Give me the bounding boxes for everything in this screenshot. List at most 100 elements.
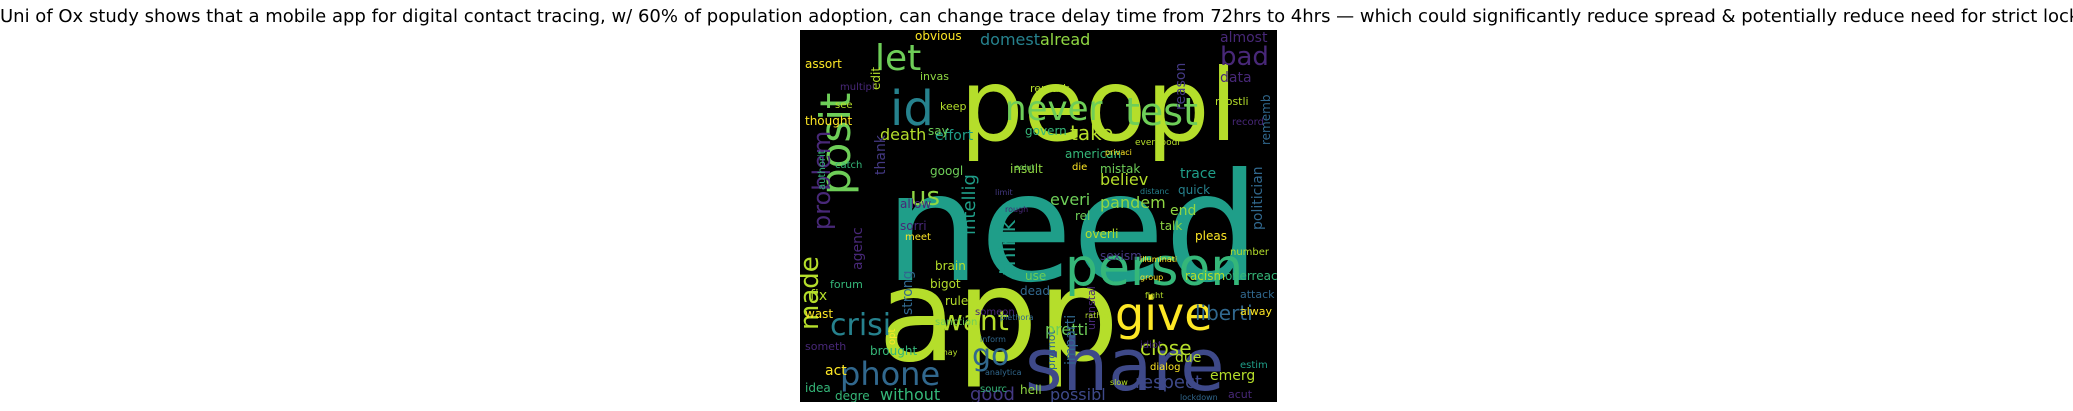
wordcloud-word: fight [1145, 291, 1163, 300]
figure-title: Uni of Ox study shows that a mobile app … [0, 6, 2073, 27]
wordcloud-word: sorri [900, 219, 927, 233]
wordcloud-word: insult [1010, 162, 1043, 176]
wordcloud-word: group [1140, 273, 1163, 282]
wordcloud-word: alread [1040, 30, 1090, 49]
wordcloud-word: lockdown [1180, 393, 1218, 402]
wordcloud-word: thank [873, 134, 889, 175]
wordcloud-word: politician [1250, 166, 1266, 230]
wordcloud-word: la [935, 333, 943, 343]
wordcloud-word: hell [1020, 383, 1042, 397]
wordcloud-word: uninstal [1085, 286, 1098, 330]
wordcloud-word: brain [935, 259, 966, 273]
wordcloud-panel: need app peopl share person posit id let never te… [800, 30, 1277, 402]
wordcloud-word: almost [1220, 30, 1268, 46]
wordcloud-word: american [1065, 147, 1121, 161]
wordcloud-word: possibl [1050, 385, 1106, 402]
wordcloud-word: crisi [830, 308, 891, 343]
wordcloud-word: everi [1050, 190, 1090, 209]
wordcloud-word: mostli [1215, 95, 1249, 108]
wordcloud-word: good [970, 384, 1015, 402]
wordcloud-word: mistak [1100, 162, 1140, 176]
wordcloud-word: keep [940, 100, 967, 113]
wordcloud-word: may [940, 348, 958, 357]
wordcloud-word: close [1140, 336, 1192, 360]
wordcloud-word: catch [835, 160, 862, 171]
wordcloud-word: authorit [817, 150, 828, 190]
wordcloud-word: go [972, 338, 1009, 373]
wordcloud-word: bad [1220, 42, 1269, 72]
wordcloud-word: idiot [1140, 340, 1162, 351]
wordcloud-word: dead [1020, 284, 1050, 298]
wordcloud-word: allow [900, 197, 931, 211]
wordcloud-word: analytica [985, 368, 1022, 377]
wordcloud-word: talk [1160, 219, 1182, 233]
wordcloud-word: id [890, 81, 934, 137]
wordcloud-word: need [885, 142, 1260, 316]
wordcloud-word: want [940, 304, 1009, 337]
wordcloud-word: emerg [1210, 368, 1255, 384]
wordcloud-word: pretti [1045, 320, 1088, 339]
wordcloud-word: posit [811, 93, 860, 195]
wordcloud-word: give [1115, 287, 1213, 341]
wordcloud-word: rule [945, 294, 968, 308]
wordcloud-word: slow [1110, 378, 1128, 387]
wordcloud-word: limit [995, 188, 1013, 197]
wordcloud-word: estim [1240, 360, 1268, 371]
wordcloud-word: racism [1185, 269, 1225, 283]
wordcloud-word: illuminati [1140, 255, 1177, 264]
wordcloud-word: phone [840, 355, 940, 393]
wordcloud-word: domest [980, 30, 1040, 49]
wordcloud-word: share [1025, 323, 1225, 402]
wordcloud-word: trace [1180, 166, 1216, 182]
wordcloud-word: obvious [915, 30, 962, 43]
wordcloud-word: app [878, 242, 1119, 391]
wordcloud-word: degre [835, 389, 870, 402]
wordcloud-word: peopl [960, 47, 1237, 164]
wordcloud-word: think [996, 219, 1021, 275]
wordcloud-word: brought [870, 344, 917, 358]
wordcloud-word: govern [1025, 124, 1067, 138]
wordcloud-word: die [1072, 162, 1087, 173]
wordcloud-word: number [1230, 247, 1270, 258]
wordcloud-word: us [910, 182, 940, 212]
wordcloud-word: test [1125, 90, 1198, 134]
wordcloud-word: never [1005, 89, 1103, 129]
wordcloud-word: let [875, 38, 921, 79]
wordcloud-word: invas [920, 70, 949, 83]
wordcloud-word: data [1220, 70, 1252, 86]
wordcloud-word: take [1070, 121, 1113, 145]
wordcloud-word: meet [905, 232, 931, 243]
wordcloud-word: death [880, 125, 926, 144]
wordcloud-word: reason [1173, 63, 1189, 110]
wordcloud-word: rel [1075, 209, 1090, 223]
wordcloud-word: distanc [1140, 187, 1169, 196]
wordcloud-word: due [1175, 350, 1201, 366]
wordcloud-word: dialog [1150, 362, 1181, 373]
wordcloud-word: sourc [980, 384, 1007, 395]
wordcloud-word: pandem [1100, 193, 1166, 212]
wordcloud-word: opt [887, 329, 898, 345]
wordcloud-word: rememb [1259, 95, 1273, 145]
wordcloud-word: promot [1045, 330, 1058, 370]
wordcloud-word: everybodi [1135, 138, 1180, 148]
wordcloud-word: say [928, 124, 949, 138]
wordcloud-word: bigot [930, 277, 961, 291]
wordcloud-word: alway [1240, 305, 1273, 318]
wordcloud-word: edit [869, 67, 883, 90]
wordcloud-word: wast [805, 307, 833, 321]
wordcloud-word: idea [805, 381, 831, 395]
wordcloud-word: end [1170, 203, 1196, 219]
wordcloud-word: solut [1015, 163, 1035, 172]
wordcloud-word: without [880, 385, 940, 402]
wordcloud-word: problem [808, 131, 836, 230]
wordcloud-word: acut [1228, 388, 1253, 401]
wordcloud-word: record [1232, 117, 1264, 128]
wordcloud-word: intellig [959, 174, 980, 235]
wordcloud-word: someon [975, 307, 1015, 318]
wordcloud-word: plethora [1000, 313, 1034, 322]
wordcloud-word: fix [810, 288, 827, 304]
wordcloud-word: rough [1005, 205, 1028, 214]
wordcloud-word: person [1065, 238, 1243, 298]
wordcloud-word: effort [935, 128, 974, 144]
